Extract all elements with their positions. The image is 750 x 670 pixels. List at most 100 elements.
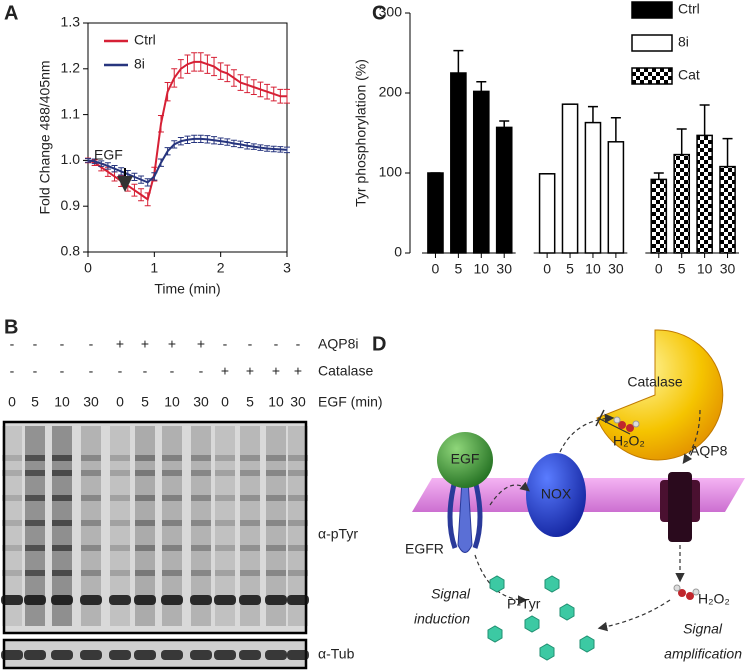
condition-cell: + bbox=[272, 363, 280, 379]
band bbox=[51, 595, 73, 605]
band bbox=[215, 470, 235, 476]
band bbox=[240, 570, 260, 576]
band bbox=[134, 595, 156, 605]
band bbox=[25, 470, 45, 476]
band bbox=[52, 495, 72, 501]
condition-cell: 5 bbox=[141, 394, 149, 410]
band bbox=[1, 595, 23, 605]
row-label: Catalase bbox=[318, 363, 373, 379]
band bbox=[288, 520, 308, 526]
band bbox=[240, 520, 260, 526]
band bbox=[1, 650, 23, 660]
error-bar bbox=[476, 81, 487, 92]
y-tick-label: 1.1 bbox=[61, 105, 81, 121]
condition-cell: - bbox=[170, 363, 175, 379]
condition-cell: - bbox=[33, 336, 38, 352]
lane-smear bbox=[215, 426, 235, 626]
x-tick-label: 30 bbox=[608, 261, 624, 277]
band bbox=[25, 520, 45, 526]
band bbox=[52, 570, 72, 576]
band bbox=[162, 520, 182, 526]
condition-cell: - bbox=[118, 363, 123, 379]
band bbox=[215, 520, 235, 526]
diagram-label: induction bbox=[414, 611, 470, 627]
band bbox=[191, 455, 211, 461]
condition-cell: - bbox=[223, 336, 228, 352]
band bbox=[25, 455, 45, 461]
bar bbox=[673, 153, 691, 254]
antibody-label: α-pTyr bbox=[318, 526, 358, 542]
lane-smear bbox=[2, 426, 22, 626]
band bbox=[240, 455, 260, 461]
band bbox=[81, 570, 101, 576]
band bbox=[162, 545, 182, 551]
diagram-label: Catalase bbox=[627, 374, 682, 390]
band bbox=[24, 595, 46, 605]
band bbox=[2, 545, 22, 551]
diagram-label: AQP8 bbox=[690, 443, 728, 459]
bar bbox=[696, 134, 713, 254]
bar bbox=[650, 178, 668, 254]
y-tick-label: 1.2 bbox=[61, 60, 81, 76]
x-tick-label: 0 bbox=[432, 261, 440, 277]
band bbox=[162, 495, 182, 501]
bar bbox=[607, 141, 625, 254]
condition-cell: 10 bbox=[268, 394, 284, 410]
x-tick-label: 5 bbox=[566, 261, 574, 277]
bar bbox=[538, 173, 556, 254]
band bbox=[52, 545, 72, 551]
band bbox=[135, 520, 155, 526]
condition-cell: - bbox=[199, 363, 204, 379]
lane-smear bbox=[288, 426, 308, 626]
band bbox=[162, 455, 182, 461]
y-tick-label: 1.3 bbox=[61, 14, 81, 30]
condition-cell: - bbox=[10, 336, 15, 352]
y-tick-label: 0.9 bbox=[61, 197, 81, 213]
lane-smear bbox=[135, 426, 155, 626]
band bbox=[2, 570, 22, 576]
error-bar bbox=[676, 128, 687, 155]
y-axis-label: Tyr phosphorylation (%) bbox=[353, 59, 369, 207]
band bbox=[81, 455, 101, 461]
band bbox=[191, 545, 211, 551]
band bbox=[266, 495, 286, 501]
condition-cell: 10 bbox=[164, 394, 180, 410]
band bbox=[162, 470, 182, 476]
band bbox=[110, 520, 130, 526]
y-axis-label: Fold Change 488/405nm bbox=[37, 60, 53, 214]
x-tick-label: 0 bbox=[84, 260, 92, 276]
y-tick-label: 0.8 bbox=[61, 243, 81, 259]
band bbox=[288, 570, 308, 576]
legend-swatch bbox=[631, 34, 673, 52]
band bbox=[109, 595, 131, 605]
x-tick-label: 30 bbox=[496, 261, 512, 277]
bar bbox=[427, 172, 444, 254]
condition-cell: + bbox=[294, 363, 302, 379]
band bbox=[240, 545, 260, 551]
antibody-label: α-Tub bbox=[318, 646, 355, 662]
lane-smear bbox=[191, 426, 211, 626]
band bbox=[162, 570, 182, 576]
condition-cell: + bbox=[221, 363, 229, 379]
condition-cell: - bbox=[33, 363, 38, 379]
diagram-art bbox=[412, 329, 745, 661]
x-tick-label: 5 bbox=[454, 261, 462, 277]
band bbox=[239, 595, 261, 605]
diagram-label: H₂O₂ bbox=[698, 591, 730, 607]
x-tick-label: 10 bbox=[474, 261, 490, 277]
y-tick-label: 300 bbox=[379, 4, 403, 20]
condition-cell: 0 bbox=[116, 394, 124, 410]
band bbox=[266, 545, 286, 551]
band bbox=[266, 455, 286, 461]
condition-cell: 30 bbox=[193, 394, 209, 410]
band bbox=[24, 650, 46, 660]
condition-cell: + bbox=[116, 336, 124, 352]
condition-cell: - bbox=[89, 363, 94, 379]
legend-label: Cat bbox=[678, 67, 700, 83]
band bbox=[135, 470, 155, 476]
condition-cell: + bbox=[141, 336, 149, 352]
condition-cell: + bbox=[246, 363, 254, 379]
condition-cell: + bbox=[197, 336, 205, 352]
band bbox=[215, 495, 235, 501]
row-label: EGF (min) bbox=[318, 394, 383, 410]
